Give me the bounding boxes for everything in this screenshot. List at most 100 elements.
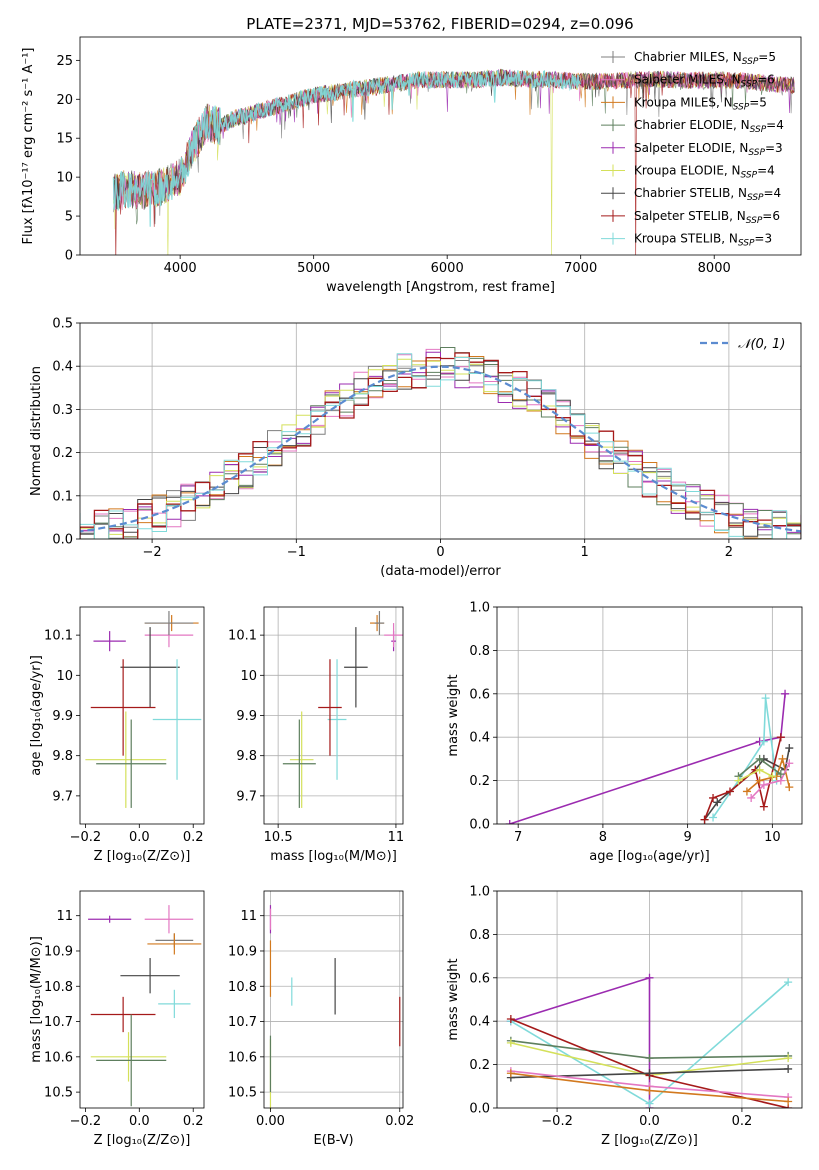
errorbar-point <box>152 659 202 780</box>
mass-weight-vs-metallicity-panel: −0.2 0.0 0.2 0.0 0.2 0.4 0.6 0.8 1.0 Z [log₁₀(Z/Z… <box>446 885 803 1148</box>
weight-marker <box>755 776 764 785</box>
y-tick-label: 10.6 <box>228 1050 257 1065</box>
weight-marker <box>784 1097 793 1106</box>
errorbar-point <box>120 627 180 708</box>
weight-marker <box>778 754 787 763</box>
y-axis-label: mass weight <box>446 674 461 756</box>
x-tick-label: 0.00 <box>256 1114 285 1129</box>
weight-marker <box>742 787 751 796</box>
y-tick-label: 9.9 <box>236 709 257 724</box>
weight-marker <box>759 802 768 811</box>
spectrum-panel: 4000 5000 6000 7000 8000 0 5 10 15 20 25 wavelength… <box>21 36 802 295</box>
axes-border <box>79 890 205 1109</box>
y-tick-label: 0.0 <box>469 818 490 833</box>
weight-marker <box>645 1099 654 1108</box>
x-tick-label: 0.0 <box>129 1114 150 1129</box>
histograms <box>80 347 801 539</box>
y-tick-label: 0.2 <box>469 1058 490 1073</box>
y-tick-label: 0.6 <box>469 687 490 702</box>
weight-marker <box>713 798 722 807</box>
y-tick-label: 10.1 <box>228 629 257 644</box>
weight-lines <box>506 973 793 1108</box>
errorbar-point <box>90 996 156 1033</box>
y-tick-label: 5 <box>65 210 73 225</box>
weight-marker <box>645 1054 654 1063</box>
axes-border <box>263 606 404 825</box>
axes-frame: 0.00 0.02 10.5 10.6 10.7 10.8 10.9 11 E(B-V) <box>228 890 414 1148</box>
errorbar-point <box>90 1032 167 1082</box>
errorbar-point <box>93 631 126 652</box>
legend-label: Chabrier MILES, NSSP=5 <box>634 50 776 67</box>
x-tick-label: 7000 <box>564 261 597 276</box>
axes-border <box>263 890 404 1109</box>
residual-histogram-panel: −2 −1 0 1 2 0.0 0.1 0.2 0.3 0.4 0.5 (data-model)/er… <box>29 317 802 579</box>
y-tick-label: 25 <box>56 54 73 69</box>
weight-marker <box>725 787 734 796</box>
plot-area <box>85 611 202 808</box>
x-tick-label: 6000 <box>431 261 464 276</box>
y-axis-label: mass weight <box>446 958 461 1040</box>
weight-line <box>750 762 791 799</box>
y-axis-label: Flux [fλ10⁻¹⁷ erg cm⁻² s⁻¹ A⁻¹] <box>21 48 36 245</box>
x-tick-label: −2 <box>143 545 162 560</box>
plot-area <box>80 347 801 539</box>
x-tick-label: −0.2 <box>70 830 102 845</box>
y-axis-label: mass [log₁₀(M/M⊙)] <box>29 936 44 1063</box>
y-tick-label: 0.1 <box>52 489 73 504</box>
spectrum-kroupa-stelib <box>112 69 581 227</box>
errorbar-point <box>374 611 385 636</box>
axes-frame: 7 8 9 10 0.0 0.2 0.4 0.6 0.8 1.0 age [log₁₀(age/yr… <box>446 601 803 864</box>
y-tick-label: 9.8 <box>236 749 257 764</box>
y-tick-label: 10 <box>240 669 257 684</box>
weight-marker <box>784 1054 793 1063</box>
legend-label: Salpeter STELIB, NSSP=6 <box>634 209 780 226</box>
weight-marker <box>700 815 709 824</box>
y-tick-label: 10.7 <box>44 1015 73 1030</box>
x-tick-label: 4000 <box>164 261 197 276</box>
x-tick-label: 0.0 <box>639 1114 660 1129</box>
axes-frame: −0.2 0.0 0.2 10.5 10.6 10.7 10.8 10.9 11 Z [log₁₀… <box>29 890 205 1148</box>
age-vs-metallicity-panel: −0.2 0.0 0.2 9.7 9.8 9.9 10 10.1 Z [log₁₀(Z/Z⊙)]… <box>29 606 205 864</box>
weight-marker <box>759 737 768 746</box>
weight-marker <box>776 770 785 779</box>
x-tick-label: 8 <box>599 830 607 845</box>
y-tick-label: 9.7 <box>236 789 257 804</box>
x-tick-label: 10.5 <box>264 830 293 845</box>
legend-label: Chabrier ELODIE, NSSP=4 <box>634 118 784 135</box>
legend-label: Kroupa MILES, NSSP=5 <box>634 95 767 112</box>
x-tick-label: 7 <box>514 830 522 845</box>
errorbar-point <box>158 989 191 1019</box>
weight-marker <box>761 694 770 703</box>
y-tick-label: 0 <box>65 249 73 264</box>
errorbar-point <box>282 719 316 808</box>
legend-label: Chabrier STELIB, NSSP=4 <box>634 186 781 203</box>
x-axis-label: Z [log₁₀(Z/Z⊙)] <box>601 1133 698 1148</box>
axes-frame: −0.2 0.0 0.2 9.7 9.8 9.9 10 10.1 Z [log₁₀(Z/Z⊙)]… <box>29 606 205 864</box>
weight-marker <box>645 1086 654 1095</box>
errorbar-point <box>344 627 368 708</box>
y-tick-label: 0.8 <box>469 644 490 659</box>
y-tick-label: 0.0 <box>469 1102 490 1117</box>
errorbar-point <box>144 611 194 636</box>
y-tick-label: 0.4 <box>469 1015 490 1030</box>
errorbar-point <box>318 659 342 756</box>
weight-marker <box>506 1015 515 1024</box>
plot-area <box>505 689 794 824</box>
y-tick-label: 0.2 <box>52 446 73 461</box>
y-tick-label: 9.7 <box>52 789 73 804</box>
errorbar-point <box>85 711 167 808</box>
y-tick-label: 0.5 <box>52 317 73 332</box>
weight-marker <box>734 776 743 785</box>
weight-marker <box>755 754 764 763</box>
plot-area <box>269 905 401 1110</box>
weight-marker <box>785 759 794 768</box>
x-tick-label: 1 <box>581 545 589 560</box>
weight-marker <box>785 783 794 792</box>
weight-marker <box>709 793 718 802</box>
weight-marker <box>781 689 790 698</box>
weight-marker <box>645 1069 654 1078</box>
y-tick-label: 10 <box>56 669 73 684</box>
errorbar-point <box>120 958 180 994</box>
x-tick-label: −1 <box>287 545 306 560</box>
legend-label: Kroupa ELODIE, NSSP=4 <box>634 164 775 181</box>
